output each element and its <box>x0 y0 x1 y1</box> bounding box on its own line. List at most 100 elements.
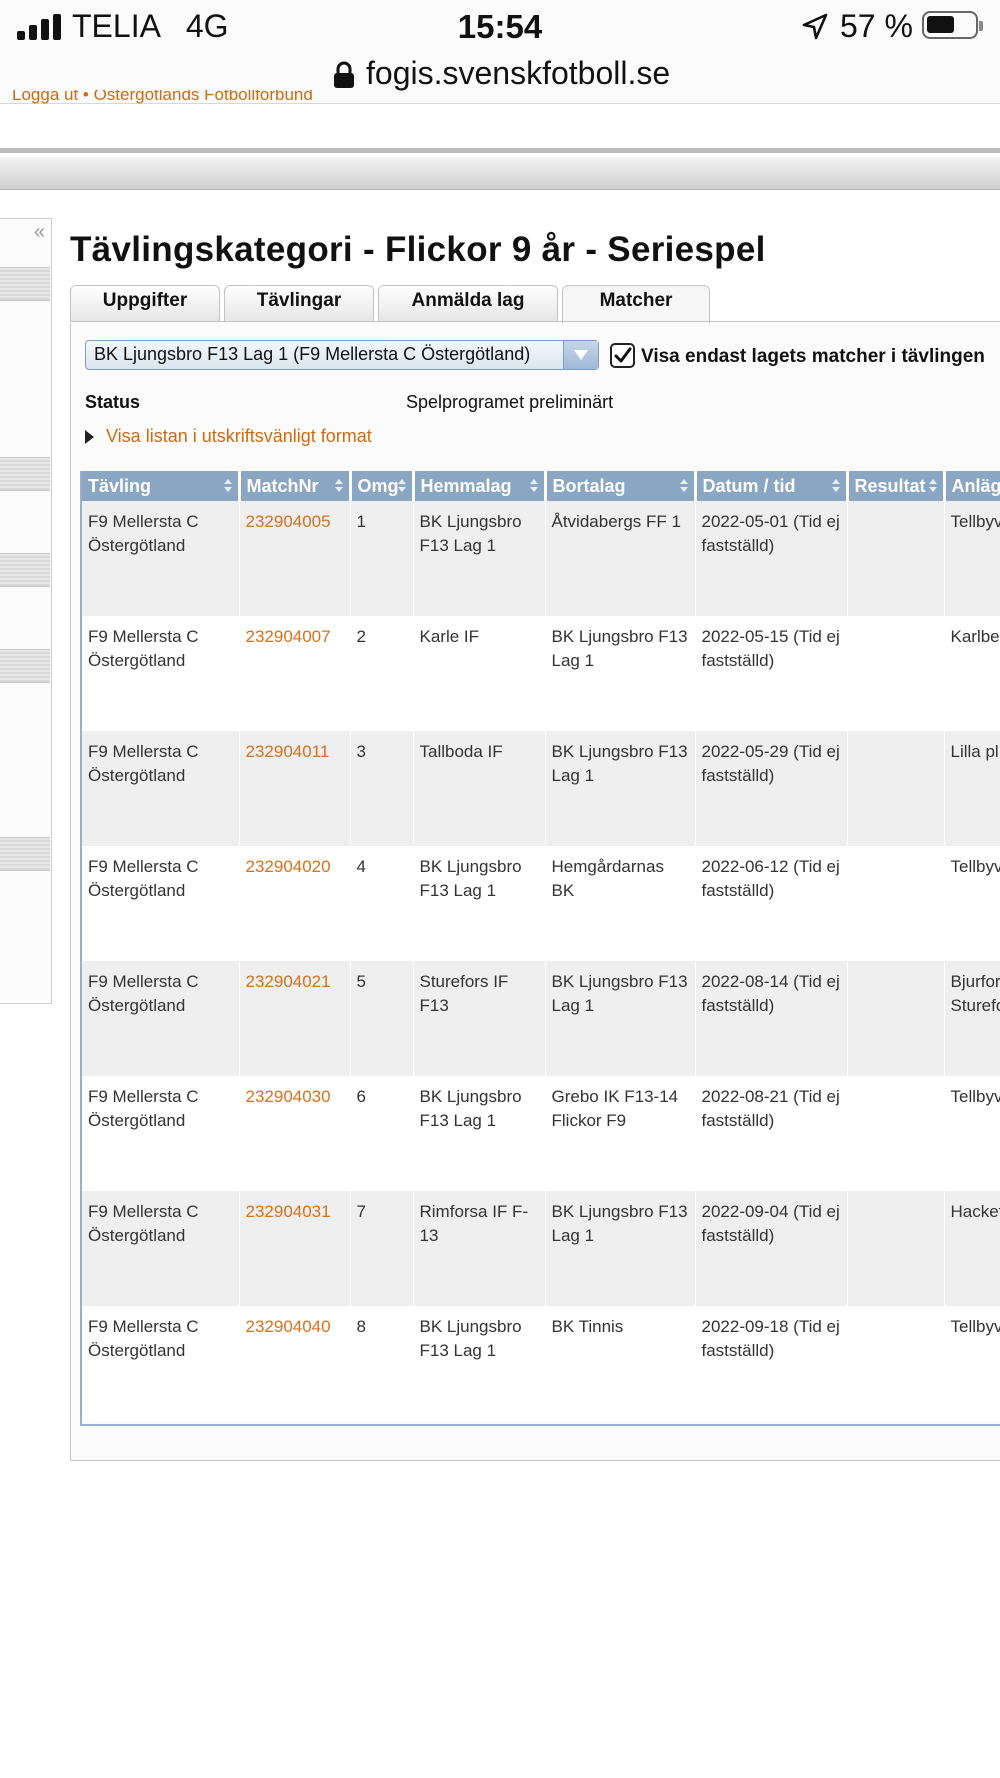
top-menu-bar <box>0 157 1000 190</box>
col-header-tavling[interactable]: Tävling <box>82 471 241 501</box>
col-header-resultat[interactable]: Resultat <box>847 471 946 501</box>
col-header-matchnr[interactable]: MatchNr <box>239 471 352 501</box>
col-header-datum[interactable]: Datum / tid <box>695 471 849 501</box>
sidebar-item[interactable] <box>0 553 50 587</box>
cell-resultat <box>847 961 945 1076</box>
cell-datum: 2022-08-14 (Tid ej fastställd) <box>695 961 848 1076</box>
chevron-down-icon[interactable] <box>563 341 598 369</box>
team-only-checkbox-label[interactable]: Visa endast lagets matcher i tävlingen <box>641 346 985 367</box>
team-select-value: BK Ljungsbro F13 Lag 1 (F9 Mellersta C Ö… <box>94 344 531 364</box>
sort-icon[interactable] <box>928 479 938 493</box>
cell-bortalag: Grebo IK F13-14 Flickor F9 <box>545 1076 696 1191</box>
cell-omg: 7 <box>350 1191 414 1306</box>
sidebar-item[interactable] <box>0 457 50 491</box>
cell-resultat <box>847 1306 945 1421</box>
status-label: Status <box>85 392 141 412</box>
cell-omg: 5 <box>350 961 414 1076</box>
cell-matchnr-link[interactable]: 232904020 <box>239 846 351 961</box>
cell-anlaggning: Tellbyvallen <box>944 1306 1000 1421</box>
cell-matchnr-link[interactable]: 232904021 <box>239 961 351 1076</box>
cell-matchnr-link[interactable]: 232904040 <box>239 1306 351 1421</box>
cell-matchnr-link[interactable]: 232904031 <box>239 1191 351 1306</box>
breadcrumb[interactable]: Logga ut • Östergötlands Fotbollförbund <box>12 90 313 104</box>
table-row: F9 Mellersta C Östergötland 232904021 5 … <box>82 961 1000 1076</box>
carrier-label: TELIA 4G <box>72 8 229 44</box>
cell-datum: 2022-09-04 (Tid ej fastställd) <box>695 1191 848 1306</box>
cell-anlaggning: Tellbyvallen <box>944 846 1000 961</box>
cell-tavling: F9 Mellersta C Östergötland <box>82 616 240 731</box>
battery-icon <box>922 11 983 39</box>
cell-omg: 1 <box>350 501 414 616</box>
cell-resultat <box>847 731 945 846</box>
sort-icon[interactable] <box>529 479 539 493</box>
col-header-bortalag[interactable]: Bortalag <box>545 471 697 501</box>
cell-hemmalag: BK Ljungsbro F13 Lag 1 <box>413 501 546 616</box>
sort-icon[interactable] <box>831 479 841 493</box>
sort-icon[interactable] <box>679 479 689 493</box>
cell-anlaggning: Karlberg <box>944 616 1000 731</box>
cell-bortalag: BK Ljungsbro F13 Lag 1 <box>545 731 696 846</box>
cell-tavling: F9 Mellersta C Östergötland <box>82 846 240 961</box>
sidebar-item[interactable] <box>0 267 50 301</box>
cell-datum: 2022-08-21 (Tid ej fastställd) <box>695 1076 848 1191</box>
battery-percent: 57 % <box>840 8 913 44</box>
cell-anlaggning: Tellbyvallen <box>944 501 1000 616</box>
cell-matchnr-link[interactable]: 232904007 <box>239 616 351 731</box>
sidebar-item[interactable] <box>0 837 50 871</box>
col-header-hemmalag[interactable]: Hemmalag <box>413 471 547 501</box>
tab-matcher[interactable]: Matcher <box>562 285 710 323</box>
cell-hemmalag: Rimforsa IF F-13 <box>413 1191 546 1306</box>
cell-datum: 2022-06-12 (Tid ej fastställd) <box>695 846 848 961</box>
cell-anlaggning: Hackefors <box>944 1191 1000 1306</box>
cell-matchnr-link[interactable]: 232904011 <box>239 731 351 846</box>
sort-icon[interactable] <box>334 479 344 493</box>
cell-bortalag: Åtvidabergs FF 1 <box>545 501 696 616</box>
matches-table-container: Tävling MatchNr Omg Hemmalag Bortalag Da… <box>80 471 1000 1426</box>
cell-tavling: F9 Mellersta C Östergötland <box>82 1076 240 1191</box>
team-only-checkbox[interactable] <box>610 343 635 368</box>
cell-hemmalag: BK Ljungsbro F13 Lag 1 <box>413 1076 546 1191</box>
cell-anlaggning: Bjurfors Sturefors <box>944 961 1000 1076</box>
col-header-omg[interactable]: Omg <box>350 471 415 501</box>
url-text[interactable]: fogis.svenskfotboll.se <box>366 55 671 91</box>
table-row: F9 Mellersta C Östergötland 232904005 1 … <box>82 501 1000 616</box>
cell-bortalag: BK Ljungsbro F13 Lag 1 <box>545 1191 696 1306</box>
cell-resultat <box>847 1076 945 1191</box>
cell-bortalag: BK Ljungsbro F13 Lag 1 <box>545 616 696 731</box>
sort-icon[interactable] <box>397 479 407 493</box>
location-arrow-icon <box>802 13 828 40</box>
cell-tavling: F9 Mellersta C Östergötland <box>82 731 240 846</box>
matches-table: Tävling MatchNr Omg Hemmalag Bortalag Da… <box>82 471 1000 1421</box>
cell-matchnr-link[interactable]: 232904030 <box>239 1076 351 1191</box>
expand-triangle-icon[interactable] <box>85 430 94 444</box>
table-row: F9 Mellersta C Östergötland 232904031 7 … <box>82 1191 1000 1306</box>
col-header-anlaggning[interactable]: Anläggning <box>944 471 1000 501</box>
cell-bortalag: BK Tinnis <box>545 1306 696 1421</box>
cell-datum: 2022-05-29 (Tid ej fastställd) <box>695 731 848 846</box>
cell-bortalag: BK Ljungsbro F13 Lag 1 <box>545 961 696 1076</box>
left-sidebar: « <box>0 218 52 1004</box>
cell-omg: 6 <box>350 1076 414 1191</box>
divider <box>0 148 1000 153</box>
cell-hemmalag: BK Ljungsbro F13 Lag 1 <box>413 846 546 961</box>
tab-tavlingar[interactable]: Tävlingar <box>224 285 374 321</box>
cell-tavling: F9 Mellersta C Östergötland <box>82 501 240 616</box>
tab-uppgifter[interactable]: Uppgifter <box>70 285 220 321</box>
sort-icon[interactable] <box>223 479 233 493</box>
tab-anmalda-lag[interactable]: Anmälda lag <box>378 285 558 321</box>
cell-matchnr-link[interactable]: 232904005 <box>239 501 351 616</box>
cell-hemmalag: BK Ljungsbro F13 Lag 1 <box>413 1306 546 1421</box>
collapse-sidebar-icon[interactable]: « <box>33 221 45 243</box>
lock-icon <box>334 61 354 88</box>
browser-url-bar[interactable]: fogis.svenskfotboll.se <box>0 55 1000 104</box>
cell-datum: 2022-05-15 (Tid ej fastställd) <box>695 616 848 731</box>
cell-omg: 4 <box>350 846 414 961</box>
team-select[interactable]: BK Ljungsbro F13 Lag 1 (F9 Mellersta C Ö… <box>85 340 599 370</box>
cell-anlaggning: Lilla pl Tallboda <box>944 731 1000 846</box>
cell-bortalag: Hemgårdarnas BK <box>545 846 696 961</box>
checkmark-icon <box>614 347 632 363</box>
print-format-link[interactable]: Visa listan i utskriftsvänligt format <box>106 426 372 446</box>
sidebar-item[interactable] <box>0 649 50 683</box>
cell-anlaggning: Tellbyvallen <box>944 1076 1000 1191</box>
cell-hemmalag: Tallboda IF <box>413 731 546 846</box>
